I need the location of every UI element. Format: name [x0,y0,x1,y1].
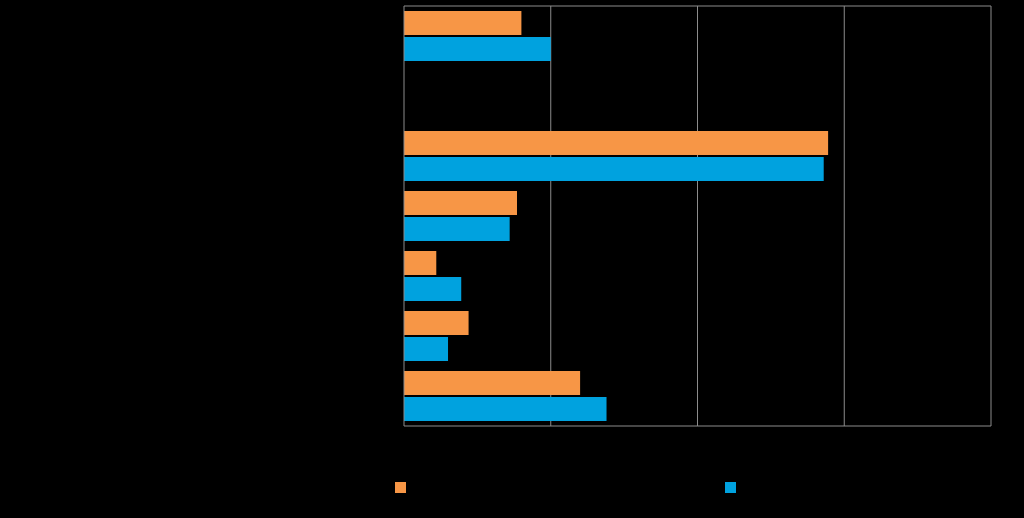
bar-series-1-cat-5 [404,251,437,275]
bar-series-1-cat-1 [404,11,522,35]
bar-series-2-cat-3 [404,157,824,181]
bar-series-2-cat-4 [404,217,510,241]
legend [395,482,736,493]
legend-marker-series-2 [725,482,736,493]
bar-series-1-cat-4 [404,191,517,215]
axes [403,6,991,427]
bar-series-2-cat-5 [404,277,462,301]
bar-series-2-cat-7 [404,397,607,421]
legend-marker-series-1 [395,482,406,493]
bar-series-1-cat-7 [404,371,581,395]
bar-series-2-cat-6 [404,337,449,361]
bar-series-1-cat-3 [404,131,829,155]
bar-series-1-cat-6 [404,311,469,335]
bar-series-2-cat-1 [404,37,551,61]
gridlines [404,5,992,426]
bars [404,11,829,421]
